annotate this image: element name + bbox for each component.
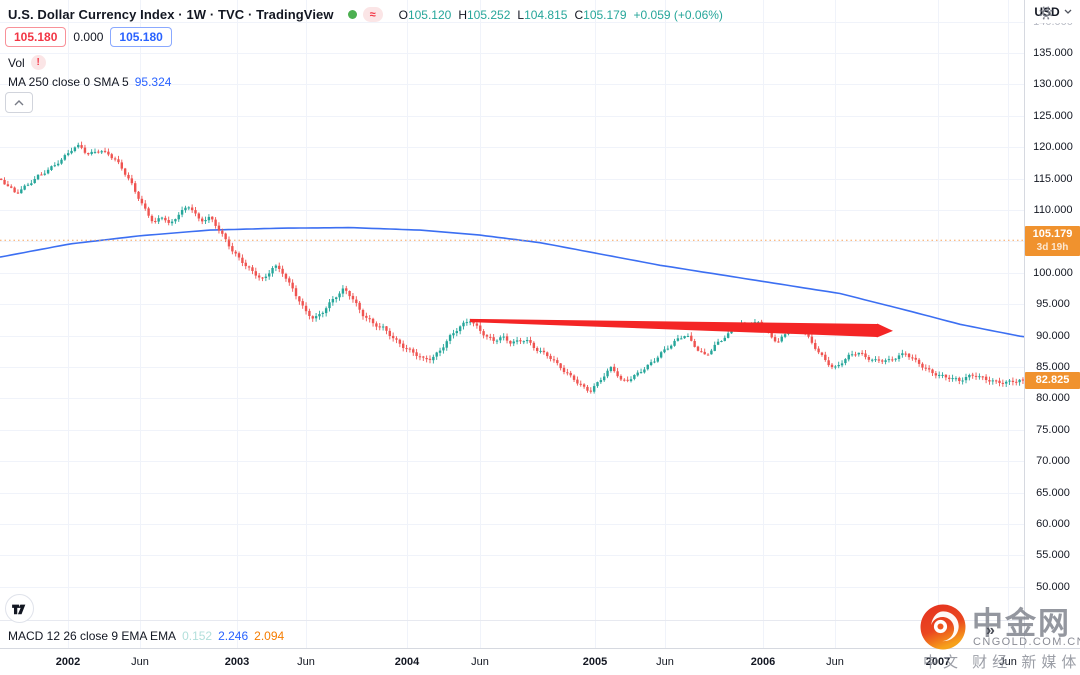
current-price-badge: 105.179 3d 19h bbox=[1025, 226, 1080, 257]
open-label: O bbox=[398, 7, 408, 22]
low-value: 104.815 bbox=[524, 7, 568, 22]
ma-legend[interactable]: MA 250 close 0 SMA 5 95.324 bbox=[8, 75, 171, 89]
price-tick-label: 120.000 bbox=[1033, 141, 1073, 154]
macd-label: MACD 12 26 close 9 EMA EMA bbox=[8, 629, 177, 643]
time-tick-label: Jun bbox=[297, 656, 315, 668]
volume-label: Vol bbox=[8, 55, 25, 70]
time-tick-label: 2002 bbox=[55, 656, 81, 668]
price-tick-label: 110.000 bbox=[1033, 204, 1073, 216]
price-tick-label: 80.000 bbox=[1036, 392, 1070, 405]
price-tick-label: 115.000 bbox=[1033, 172, 1073, 185]
collapse-legend-button[interactable] bbox=[5, 92, 33, 113]
spread-value: 0.000 bbox=[73, 30, 104, 44]
restore-pane-icon[interactable]: » bbox=[986, 622, 995, 639]
open-value: 105.120 bbox=[407, 7, 452, 22]
time-tick-label: Jun bbox=[656, 656, 674, 668]
time-tick-label: 2006 bbox=[750, 656, 776, 668]
macd-value: 2.094 bbox=[254, 629, 285, 643]
time-tick-label: Jun bbox=[131, 656, 149, 668]
sell-price-button[interactable]: 105.180 bbox=[5, 27, 67, 47]
low-label: L bbox=[517, 7, 525, 22]
price-tick-label: 90.000 bbox=[1036, 329, 1070, 342]
macd-legend[interactable]: MACD 12 26 close 9 EMA EMA 0.152 2.246 2.0… bbox=[8, 629, 284, 643]
ma-value: 95.324 bbox=[134, 75, 172, 89]
time-tick-label: Jun bbox=[826, 656, 844, 668]
high-value: 105.252 bbox=[467, 7, 511, 22]
chevron-down-icon bbox=[1064, 9, 1072, 14]
trade-panel: 105.180 0.000 105.180 bbox=[5, 27, 172, 47]
chart-plot-area[interactable] bbox=[0, 0, 1024, 648]
high-label: H bbox=[458, 7, 467, 22]
close-label: C bbox=[574, 7, 584, 22]
currency-selector[interactable]: USD bbox=[1025, 0, 1080, 23]
close-value: 105.179 bbox=[583, 7, 627, 22]
tradingview-logo-icon bbox=[12, 604, 26, 615]
macd-value: 2.246 bbox=[218, 629, 249, 643]
market-open-dot-icon bbox=[347, 10, 357, 19]
price-tick-label: 50.000 bbox=[1036, 580, 1070, 593]
last-close-price-badge: 82.825 bbox=[1025, 372, 1080, 390]
price-tick-label: 125.000 bbox=[1033, 109, 1073, 122]
ma-label: MA 250 close 0 SMA 5 bbox=[8, 75, 129, 89]
delayed-data-icon[interactable]: ≈ bbox=[362, 7, 383, 22]
time-tick-label: 2007 bbox=[925, 656, 951, 668]
time-axis[interactable]: 2002 Jun 2003 Jun 2004 Jun 2005 Jun 2006 Jun 2007 J… bbox=[0, 648, 1080, 675]
macd-value: 0.152 bbox=[182, 629, 213, 643]
chevron-up-icon bbox=[14, 99, 24, 105]
symbol-legend[interactable]: U.S. Dollar Currency Index · 1W · TVC · … bbox=[8, 7, 723, 22]
time-tick-label: Jun bbox=[471, 656, 489, 668]
price-tick-label: 55.000 bbox=[1036, 549, 1070, 562]
price-tick-label: 85.000 bbox=[1036, 361, 1070, 373]
price-tick-label: 70.000 bbox=[1036, 455, 1070, 468]
no-volume-warning-icon[interactable]: ! bbox=[30, 55, 46, 70]
price-tick-label: 65.000 bbox=[1036, 486, 1070, 499]
price-tick-label: 100.000 bbox=[1033, 266, 1073, 279]
price-tick-label: 95.000 bbox=[1036, 298, 1070, 311]
settings-gear-icon[interactable] bbox=[1037, 4, 1055, 27]
time-tick-label: Jun bbox=[999, 656, 1017, 668]
time-tick-label: 2003 bbox=[224, 656, 250, 668]
time-tick-label: 2005 bbox=[582, 656, 608, 668]
price-tick-label: 60.000 bbox=[1036, 518, 1070, 530]
price-tick-label: 75.000 bbox=[1036, 423, 1070, 436]
tradingview-logo-button[interactable] bbox=[5, 594, 34, 623]
price-axis[interactable]: USD 140.000135.000130.000125.000120.0001… bbox=[1024, 0, 1080, 648]
pane-divider[interactable] bbox=[0, 620, 1080, 621]
price-tick-label: 135.000 bbox=[1033, 47, 1073, 59]
candlestick-series bbox=[0, 141, 1024, 394]
volume-legend[interactable]: Vol ! bbox=[8, 55, 46, 70]
change-value: +0.059 (+0.06%) bbox=[633, 7, 723, 22]
ohlc-values: O105.120 H105.252 L104.815 C105.179 +0.0… bbox=[399, 8, 723, 22]
symbol-title[interactable]: U.S. Dollar Currency Index · 1W · TVC · … bbox=[8, 7, 334, 22]
time-tick-label: 2004 bbox=[394, 656, 420, 668]
macd-values: 0.152 2.246 2.094 bbox=[182, 629, 284, 643]
price-tick-label: 130.000 bbox=[1033, 78, 1073, 91]
buy-price-button[interactable]: 105.180 bbox=[110, 27, 172, 47]
trend-arrow-annotation bbox=[470, 318, 893, 338]
